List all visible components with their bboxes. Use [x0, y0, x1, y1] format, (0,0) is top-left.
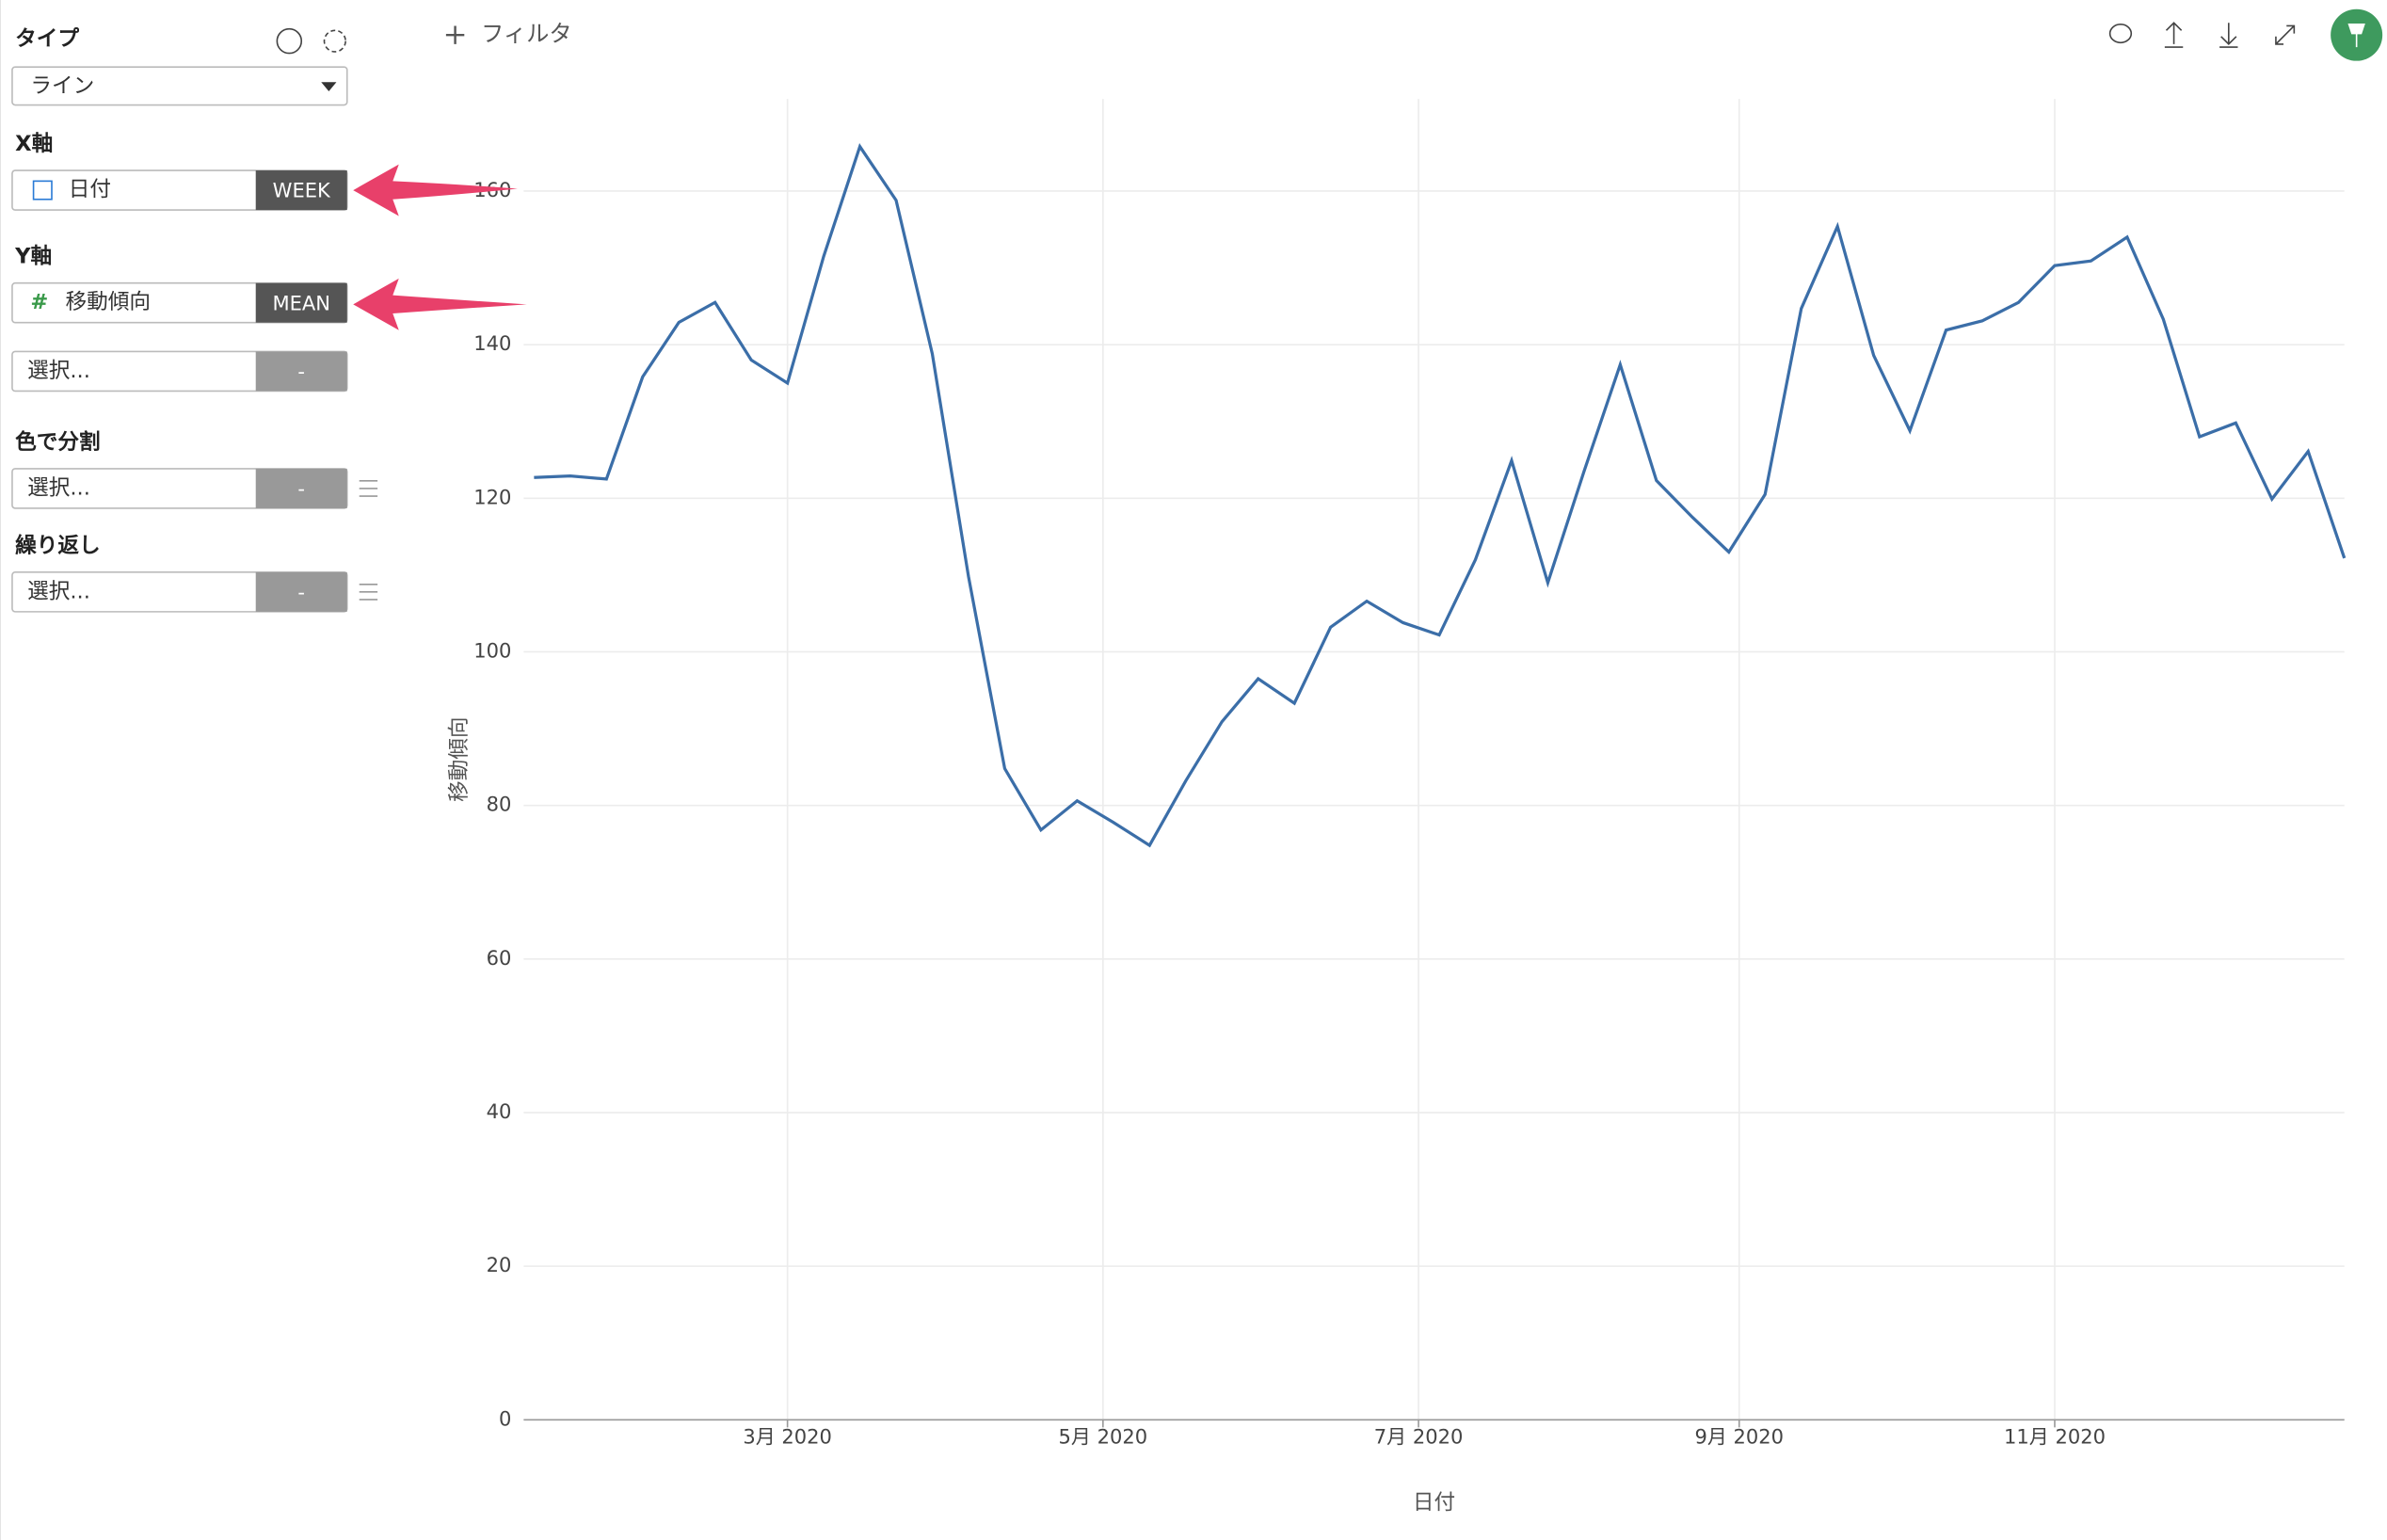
repeat-agg: -	[297, 580, 305, 603]
y-agg: MEAN	[272, 291, 330, 314]
type-select[interactable]	[11, 66, 348, 106]
y-tick-label: 60	[487, 946, 512, 970]
y2-agg: -	[297, 360, 305, 383]
y-tick-label: 20	[487, 1253, 512, 1276]
color-agg-button[interactable]	[255, 468, 347, 508]
y-tick-label: 120	[473, 485, 511, 508]
x-tick-label: 3月 2020	[743, 1425, 832, 1449]
y-axis-title: 移動傾向	[447, 716, 472, 801]
y2-field-name: 選択...	[27, 359, 90, 383]
plus-icon	[445, 25, 465, 44]
calendar-icon	[32, 180, 53, 201]
x-tick-label: 11月 2020	[2004, 1425, 2106, 1449]
settings-icon[interactable]	[323, 29, 346, 53]
y-axis-label: Y軸	[14, 245, 52, 269]
filter-button[interactable]: フィルタ	[481, 20, 572, 47]
expand-icon[interactable]	[2275, 24, 2296, 45]
y2-agg-button[interactable]	[255, 351, 347, 392]
y-field-name: 移動傾向	[66, 290, 152, 314]
x-tick-label: 5月 2020	[1059, 1425, 1148, 1449]
y-tick-label: 100	[473, 638, 511, 662]
color-field-name: 選択...	[27, 475, 90, 500]
dropdown-arrow	[321, 82, 337, 91]
drag-handle[interactable]	[359, 583, 378, 601]
color-agg: -	[297, 477, 305, 501]
y-tick-label: 80	[487, 793, 512, 816]
annotation-arrow	[353, 278, 527, 330]
download-icon[interactable]	[2219, 23, 2238, 48]
data-line	[534, 143, 2347, 848]
y-tick-label: 140	[473, 331, 511, 355]
pin-icon	[2347, 24, 2365, 48]
repeat-field-name: 選択...	[27, 579, 90, 603]
color-label: 色で分割	[15, 429, 101, 455]
x-tick-label: 9月 2020	[1694, 1425, 1784, 1449]
x-agg-button[interactable]	[255, 170, 347, 211]
comment-icon[interactable]	[2108, 24, 2133, 44]
y-agg-button[interactable]	[255, 282, 347, 323]
type-label: タイプ	[15, 27, 79, 52]
y-tick-label: 40	[487, 1099, 512, 1123]
x-tick-label: 7月 2020	[1374, 1425, 1464, 1449]
type-value: ライン	[30, 74, 94, 99]
drag-handle[interactable]	[359, 480, 378, 497]
x-axis-label: X軸	[15, 132, 53, 156]
repeat-agg-button[interactable]	[255, 571, 347, 612]
help-icon[interactable]	[276, 27, 303, 55]
x-agg: WEEK	[273, 179, 331, 202]
y-tick-label: 0	[499, 1406, 511, 1430]
x-field-name: 日付	[69, 178, 111, 202]
number-icon: #	[30, 290, 48, 314]
annotation-arrow	[353, 164, 518, 217]
x-axis-title: 日付	[1413, 1491, 1455, 1516]
upload-icon[interactable]	[2164, 22, 2184, 48]
repeat-label: 繰り返し	[15, 533, 101, 558]
